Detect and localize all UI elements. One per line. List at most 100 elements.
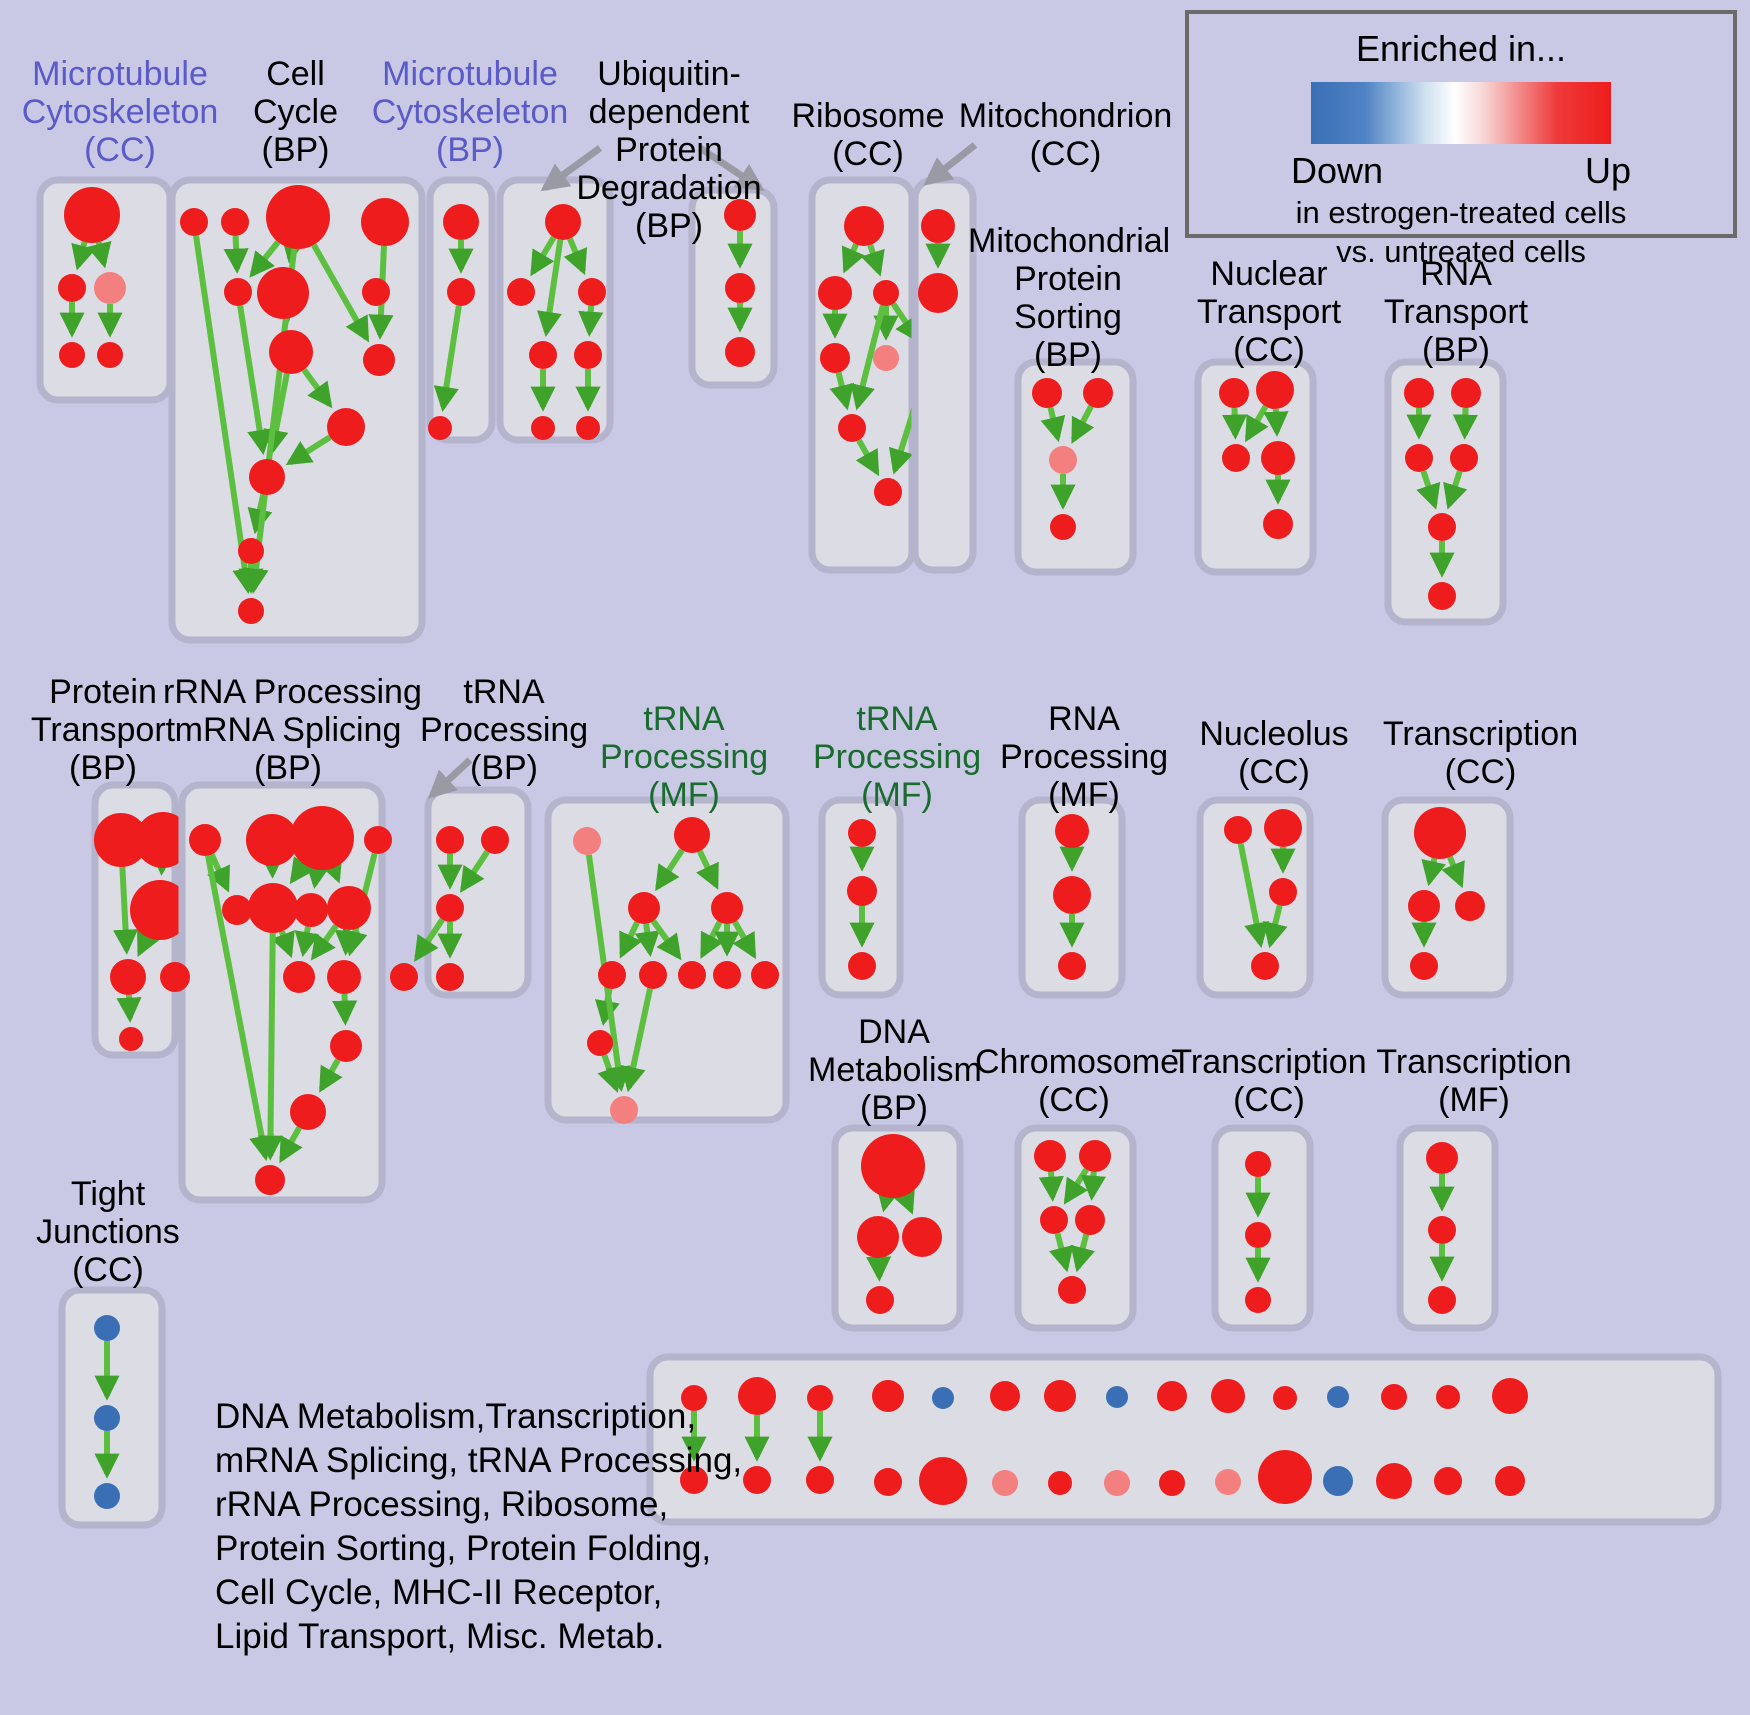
go-term-node[interactable]: [1408, 890, 1440, 922]
go-term-node[interactable]: [436, 894, 464, 922]
go-term-node[interactable]: [222, 895, 252, 925]
go-term-node[interactable]: [866, 1286, 894, 1314]
go-term-node[interactable]: [1455, 891, 1485, 921]
go-term-node[interactable]: [1258, 1450, 1312, 1504]
go-term-node[interactable]: [838, 414, 866, 442]
go-term-node[interactable]: [224, 278, 252, 306]
go-term-node[interactable]: [327, 408, 365, 446]
go-term-node[interactable]: [1451, 378, 1481, 408]
go-term-node[interactable]: [918, 273, 958, 313]
go-term-node[interactable]: [94, 1483, 120, 1509]
go-term-node[interactable]: [807, 1385, 833, 1411]
go-term-node[interactable]: [1273, 1386, 1297, 1410]
go-term-node[interactable]: [221, 208, 249, 236]
go-term-node[interactable]: [269, 330, 313, 374]
go-term-node[interactable]: [1450, 444, 1478, 472]
go-term-node[interactable]: [743, 1466, 771, 1494]
go-term-node[interactable]: [1053, 876, 1091, 914]
go-term-node[interactable]: [160, 962, 190, 992]
go-term-node[interactable]: [1044, 1380, 1076, 1412]
go-term-node[interactable]: [578, 278, 606, 306]
go-term-node[interactable]: [246, 814, 298, 866]
go-term-node[interactable]: [1058, 1276, 1086, 1304]
go-term-node[interactable]: [257, 267, 309, 319]
go-term-node[interactable]: [1245, 1151, 1271, 1177]
go-term-node[interactable]: [1256, 371, 1294, 409]
go-term-node[interactable]: [639, 961, 667, 989]
go-term-node[interactable]: [327, 886, 371, 930]
go-term-node[interactable]: [189, 824, 221, 856]
go-term-node[interactable]: [364, 826, 392, 854]
go-term-node[interactable]: [436, 963, 464, 991]
go-term-node[interactable]: [711, 892, 743, 924]
go-term-node[interactable]: [327, 960, 361, 994]
go-term-node[interactable]: [1428, 513, 1456, 541]
go-term-node[interactable]: [361, 198, 409, 246]
go-term-node[interactable]: [294, 893, 328, 927]
go-term-node[interactable]: [674, 817, 710, 853]
go-term-node[interactable]: [447, 278, 475, 306]
go-term-node[interactable]: [507, 278, 535, 306]
go-term-node[interactable]: [290, 806, 354, 870]
go-term-node[interactable]: [1428, 582, 1456, 610]
go-term-node[interactable]: [574, 341, 602, 369]
go-term-node[interactable]: [363, 344, 395, 376]
go-term-node[interactable]: [436, 826, 464, 854]
go-term-node[interactable]: [1428, 1286, 1456, 1314]
go-term-node[interactable]: [97, 342, 123, 368]
go-term-node[interactable]: [992, 1470, 1018, 1496]
go-term-node[interactable]: [130, 880, 190, 940]
go-term-node[interactable]: [874, 1468, 902, 1496]
go-term-node[interactable]: [857, 1216, 899, 1258]
go-term-node[interactable]: [1083, 378, 1113, 408]
go-term-node[interactable]: [110, 959, 146, 995]
go-term-node[interactable]: [481, 826, 509, 854]
go-term-node[interactable]: [1079, 1140, 1111, 1172]
go-term-node[interactable]: [806, 1466, 834, 1494]
go-term-node[interactable]: [1269, 878, 1297, 906]
go-term-node[interactable]: [1263, 509, 1293, 539]
go-term-node[interactable]: [64, 187, 120, 243]
go-term-node[interactable]: [529, 341, 557, 369]
go-term-node[interactable]: [94, 813, 148, 867]
go-term-node[interactable]: [738, 1377, 776, 1415]
go-term-node[interactable]: [1495, 1466, 1525, 1496]
go-term-node[interactable]: [872, 1380, 904, 1412]
go-term-node[interactable]: [135, 812, 191, 868]
go-term-node[interactable]: [362, 278, 390, 306]
go-term-node[interactable]: [1261, 441, 1295, 475]
go-term-node[interactable]: [330, 1030, 362, 1062]
go-term-node[interactable]: [848, 952, 876, 980]
go-term-node[interactable]: [1428, 1216, 1456, 1244]
go-term-node[interactable]: [1050, 514, 1076, 540]
go-term-node[interactable]: [255, 1165, 285, 1195]
go-term-node[interactable]: [390, 963, 418, 991]
go-term-node[interactable]: [248, 883, 298, 933]
go-term-node[interactable]: [1222, 444, 1250, 472]
go-term-node[interactable]: [1034, 1140, 1066, 1172]
go-term-node[interactable]: [921, 209, 955, 243]
go-term-node[interactable]: [1215, 1469, 1241, 1495]
go-term-node[interactable]: [576, 416, 600, 440]
go-term-node[interactable]: [1058, 952, 1086, 980]
go-term-node[interactable]: [1040, 1206, 1068, 1234]
go-term-node[interactable]: [443, 204, 479, 240]
go-term-node[interactable]: [1157, 1381, 1187, 1411]
go-term-node[interactable]: [1159, 1470, 1185, 1496]
go-term-node[interactable]: [1376, 1463, 1412, 1499]
go-term-node[interactable]: [59, 342, 85, 368]
go-term-node[interactable]: [1049, 446, 1077, 474]
go-term-node[interactable]: [820, 343, 850, 373]
go-term-node[interactable]: [932, 1387, 954, 1409]
go-term-node[interactable]: [1426, 1142, 1458, 1174]
go-term-node[interactable]: [598, 961, 626, 989]
go-term-node[interactable]: [1410, 952, 1438, 980]
go-term-node[interactable]: [1032, 378, 1062, 408]
go-term-node[interactable]: [1219, 378, 1249, 408]
go-term-node[interactable]: [94, 1405, 120, 1431]
go-term-node[interactable]: [1251, 952, 1279, 980]
go-term-node[interactable]: [1075, 1205, 1105, 1235]
go-term-node[interactable]: [1245, 1287, 1271, 1313]
go-term-node[interactable]: [818, 276, 852, 310]
go-term-node[interactable]: [1414, 807, 1466, 859]
